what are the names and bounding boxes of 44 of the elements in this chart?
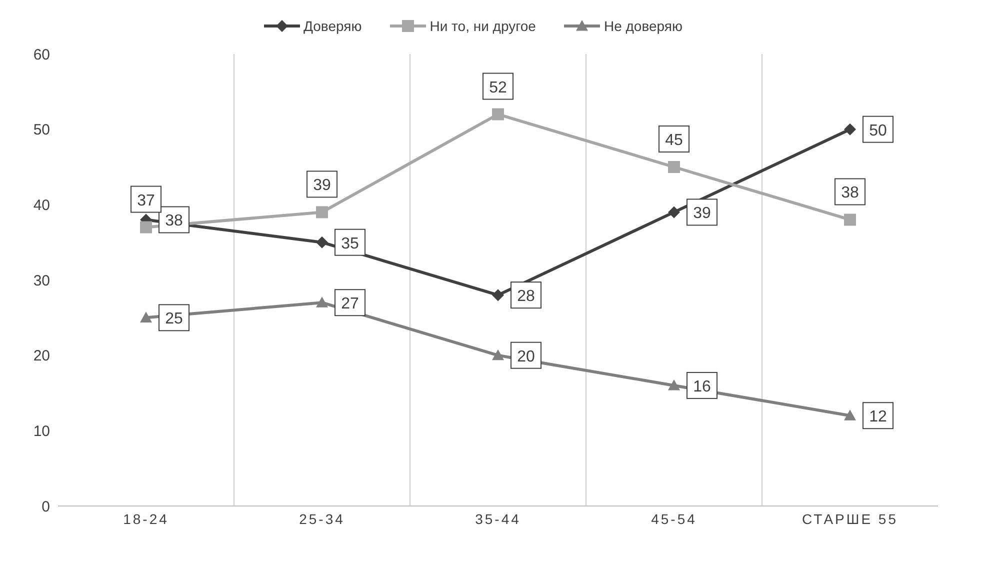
- legend-label: Ни то, ни другое: [428, 18, 536, 34]
- point: [668, 379, 680, 390]
- y-tick-label: 40: [33, 196, 50, 214]
- data-label: 16: [693, 378, 711, 396]
- point: [492, 349, 504, 360]
- data-label: 38: [165, 212, 183, 230]
- point: [492, 108, 504, 120]
- data-label: 39: [313, 177, 331, 194]
- point: [844, 410, 856, 420]
- data-label: 27: [341, 296, 359, 313]
- data-label: 52: [489, 79, 507, 96]
- y-tick-label: 60: [33, 46, 50, 64]
- y-tick-label: 30: [33, 272, 50, 290]
- point: [844, 214, 856, 226]
- x-tick-label: 35-44: [475, 510, 521, 527]
- data-label: 37: [137, 192, 155, 210]
- data-label: 25: [165, 310, 183, 328]
- point: [844, 123, 856, 136]
- y-tick-label: 20: [33, 348, 50, 365]
- data-label: 50: [869, 122, 887, 140]
- point: [492, 289, 504, 302]
- x-tick-label: СТАРШЕ 55: [802, 510, 898, 527]
- point: [316, 296, 328, 308]
- data-label: 35: [341, 235, 359, 252]
- data-label: 20: [517, 348, 535, 366]
- y-tick-label: 0: [42, 498, 50, 516]
- y-tick-label: 10: [33, 422, 50, 440]
- point: [316, 236, 328, 248]
- point: [316, 206, 328, 218]
- x-tick-label: 18-24: [123, 510, 169, 527]
- x-tick-label: 45-54: [651, 510, 697, 527]
- data-label: 39: [693, 205, 711, 222]
- point: [140, 221, 152, 234]
- point: [668, 161, 680, 173]
- point: [668, 206, 680, 218]
- legend-label: Доверяю: [302, 18, 362, 34]
- data-label: 28: [517, 288, 535, 306]
- y-tick-label: 50: [33, 122, 50, 139]
- data-label: 45: [665, 132, 683, 149]
- data-label: 38: [841, 184, 859, 202]
- legend-label: Не доверяю: [602, 18, 682, 34]
- data-label: 12: [869, 408, 887, 426]
- point: [140, 312, 152, 322]
- x-tick-label: 25-34: [299, 510, 345, 527]
